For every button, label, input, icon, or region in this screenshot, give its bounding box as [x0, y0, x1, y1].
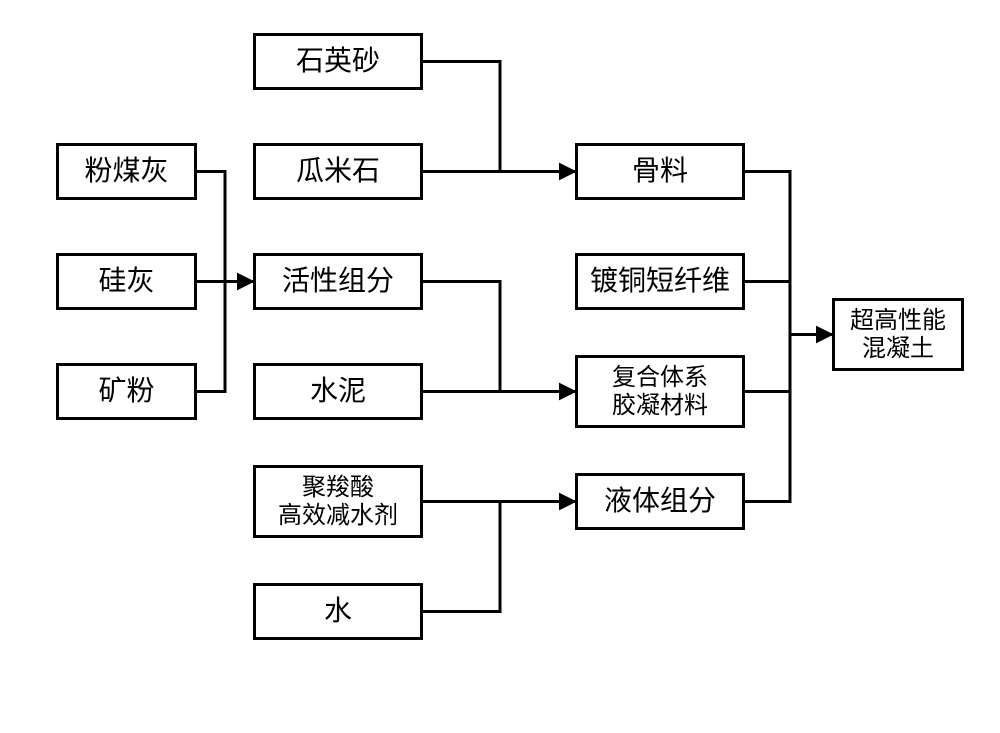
node-label: 矿粉 — [98, 375, 154, 407]
node-label: 瓜米石 — [296, 155, 380, 187]
node-quartz-sand: 石英砂 — [253, 33, 423, 90]
node-liquid-component: 液体组分 — [575, 473, 745, 530]
node-label: 聚羧酸 高效减水剂 — [278, 474, 398, 529]
node-cement: 水泥 — [253, 363, 423, 420]
flowchart-canvas: 石英砂 粉煤灰 瓜米石 骨料 硅灰 活性组分 镀铜短纤维 矿粉 水泥 复合体系 … — [0, 0, 1000, 733]
node-aggregate: 骨料 — [575, 143, 745, 200]
node-label: 粉煤灰 — [84, 155, 168, 187]
node-mineral-powder: 矿粉 — [56, 363, 197, 420]
node-superplasticizer: 聚羧酸 高效减水剂 — [253, 465, 423, 538]
node-label: 水泥 — [310, 375, 366, 407]
node-label: 水 — [324, 595, 352, 627]
node-label: 活性组分 — [282, 265, 394, 297]
node-uhpc: 超高性能 混凝土 — [832, 298, 964, 371]
node-composite-binder: 复合体系 胶凝材料 — [575, 355, 745, 428]
node-pea-gravel: 瓜米石 — [253, 143, 423, 200]
node-label: 硅灰 — [98, 265, 154, 297]
node-label: 超高性能 混凝土 — [850, 307, 946, 362]
node-label: 石英砂 — [296, 45, 380, 77]
node-active-component: 活性组分 — [253, 253, 423, 310]
node-label: 骨料 — [632, 155, 688, 187]
node-fly-ash: 粉煤灰 — [56, 143, 197, 200]
node-water: 水 — [253, 583, 423, 640]
node-copper-fiber: 镀铜短纤维 — [575, 253, 745, 310]
node-label: 复合体系 胶凝材料 — [612, 364, 708, 419]
node-silica-fume: 硅灰 — [56, 253, 197, 310]
node-label: 镀铜短纤维 — [590, 265, 730, 297]
node-label: 液体组分 — [604, 485, 716, 517]
